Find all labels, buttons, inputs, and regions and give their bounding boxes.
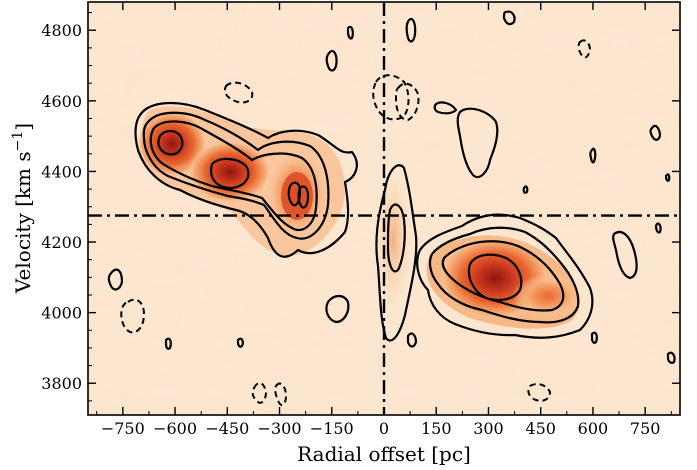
neg-contour-7 bbox=[274, 382, 288, 406]
contour-right-level1 bbox=[416, 213, 594, 339]
contour-center-inner bbox=[386, 203, 406, 273]
contour-left-peak1 bbox=[157, 130, 184, 156]
emission-peak-right-tail bbox=[512, 274, 584, 318]
x-axis-ticks: −750 −600 −450 −300 −150 0 150 300 450 600 750 bbox=[96, 2, 672, 438]
x-tick-label: 750 bbox=[630, 419, 661, 438]
contour-small-6 bbox=[405, 17, 417, 43]
contour-left-peak2 bbox=[210, 157, 250, 190]
contour-right-level2 bbox=[428, 226, 580, 324]
y-axis-label-main: Velocity [km s bbox=[11, 151, 35, 294]
contour-small-16 bbox=[164, 337, 172, 350]
contour-small-17 bbox=[666, 351, 676, 364]
contour-left-peak3a bbox=[287, 181, 302, 207]
neg-contour-2 bbox=[372, 74, 410, 121]
neg-contour-3 bbox=[394, 82, 420, 122]
x-axis-label: Radial offset [pc] bbox=[297, 442, 471, 466]
y-axis-label: Velocity [km s−1] bbox=[10, 123, 35, 294]
x-tick-label: 300 bbox=[473, 419, 504, 438]
y-tick-label: 4400 bbox=[41, 162, 82, 181]
contour-small-8 bbox=[649, 124, 662, 141]
contours bbox=[107, 10, 676, 364]
y-axis-label-close: ] bbox=[11, 123, 35, 131]
y-axis-ticks: 3800 4000 4200 4400 4600 4800 bbox=[41, 12, 680, 402]
contour-small-18 bbox=[654, 222, 662, 234]
contour-small-2 bbox=[325, 294, 350, 324]
neg-contour-5 bbox=[577, 39, 592, 59]
neg-contour-8 bbox=[527, 383, 552, 402]
contour-small-5 bbox=[325, 49, 338, 72]
contour-small-12 bbox=[406, 332, 418, 348]
y-tick-label: 4800 bbox=[41, 21, 82, 40]
contour-center-outer bbox=[375, 164, 418, 342]
contour-small-10 bbox=[346, 25, 354, 40]
x-tick-label: −300 bbox=[258, 419, 302, 438]
y-tick-label: 4600 bbox=[41, 92, 82, 111]
x-tick-label: −600 bbox=[153, 419, 197, 438]
contour-small-1 bbox=[107, 268, 124, 291]
x-tick-label: −150 bbox=[310, 419, 354, 438]
contour-right-peak bbox=[467, 253, 523, 301]
contour-right-level3 bbox=[441, 240, 565, 312]
contour-left-level2 bbox=[142, 111, 330, 240]
x-tick-label: 450 bbox=[525, 419, 556, 438]
contour-small-11 bbox=[433, 101, 458, 115]
neg-contour-6 bbox=[251, 382, 268, 404]
contour-small-19 bbox=[664, 173, 671, 182]
x-tick-label: 0 bbox=[379, 419, 389, 438]
y-tick-label: 4200 bbox=[41, 233, 82, 252]
contour-small-14 bbox=[590, 331, 598, 344]
contour-small-3 bbox=[456, 107, 499, 179]
neg-contour-4 bbox=[120, 298, 146, 334]
y-tick-label: 4000 bbox=[41, 304, 82, 323]
contour-left-level1 bbox=[134, 101, 358, 258]
x-tick-label: 600 bbox=[578, 419, 609, 438]
contour-left-peak3b bbox=[297, 185, 310, 209]
contour-small-4 bbox=[612, 230, 638, 280]
contour-small-13 bbox=[522, 185, 529, 194]
y-axis-label-sup: −1 bbox=[10, 131, 26, 152]
x-tick-label: 150 bbox=[421, 419, 452, 438]
emission-peak-left-2 bbox=[188, 140, 272, 204]
negative-contours bbox=[120, 39, 592, 406]
neg-contour-1 bbox=[224, 81, 254, 104]
y-tick-label: 3800 bbox=[41, 374, 82, 393]
contour-small-9 bbox=[589, 147, 597, 164]
contour-left-level3 bbox=[149, 120, 318, 232]
contour-small-15 bbox=[236, 337, 244, 348]
x-tick-label: −450 bbox=[205, 419, 249, 438]
x-tick-label: −750 bbox=[101, 419, 145, 438]
contour-small-7 bbox=[502, 10, 516, 26]
